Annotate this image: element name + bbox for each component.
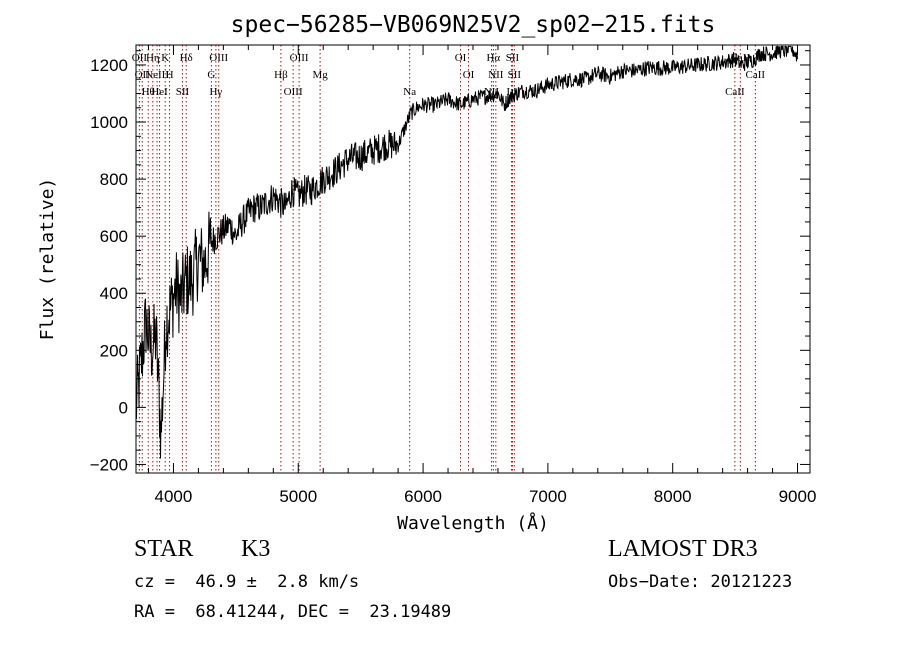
spectral-line-label: OII (135, 69, 151, 81)
x-tick-label: 6000 (404, 487, 442, 506)
spectral-line-label: Li (507, 86, 517, 98)
x-tick-label: 5000 (279, 487, 317, 506)
spectral-lines-layer (138, 45, 756, 473)
spectral-line-label: CaII (746, 69, 766, 81)
spectral-line-label: OIII (209, 52, 228, 64)
x-axis-label: Wavelength (Å) (397, 512, 549, 534)
spectral-line-label: Hθ (142, 86, 155, 98)
spectral-line-label: Na (403, 86, 416, 98)
spectral-line-label: OIII (290, 52, 309, 64)
y-tick-label: 400 (100, 284, 128, 303)
y-tick-label: 0 (119, 398, 128, 417)
spectral-line-label: OIII (284, 86, 303, 98)
series-layer (135, 45, 798, 459)
spectral-line-label: NII (488, 69, 504, 81)
spectral-line-label: OI (463, 69, 475, 81)
x-tick-label: 8000 (654, 487, 692, 506)
spectral-line-label: K (161, 52, 169, 64)
spectral-line-label: OII (132, 52, 148, 64)
y-tick-label: 200 (100, 341, 128, 360)
redshift-readout: cz = 46.9 ± 2.8 km/s (134, 572, 360, 592)
spectral-line-label: CaII (731, 52, 751, 64)
spectral-line-label: CaII (725, 86, 745, 98)
y-tick-label: 1000 (90, 113, 128, 132)
spectral-line-label: SII (508, 69, 522, 81)
spectral-line-label: Hδ (180, 52, 193, 64)
spectral-line-label: NeIII (145, 69, 169, 81)
spectral-line-label: Hα (486, 52, 500, 64)
spectral-line-label: OI (455, 52, 467, 64)
chart-title: spec−56285−VB069N25V2_sp02−215.fits (231, 12, 716, 38)
spectral-line-label: Hβ (274, 69, 288, 81)
object-class: STAR (134, 536, 194, 562)
spectral-line-label: NII (484, 86, 500, 98)
y-axis-label: Flux (relative) (37, 178, 58, 341)
spectral-line-label: HeI (151, 86, 168, 98)
spectral-line-label: SII (176, 86, 190, 98)
coordinates-readout: RA = 68.41244, DEC = 23.19489 (134, 602, 452, 622)
spectral-line-label: G (207, 69, 215, 81)
axis-ticks-layer: 4000 5000 6000 7000 8000 9000 −200 0 200 400 600 80… (90, 45, 817, 506)
survey-name: LAMOST DR3 (608, 536, 758, 562)
object-subclass: K3 (241, 536, 271, 562)
y-tick-label: 800 (100, 170, 128, 189)
x-tick-label: 9000 (779, 487, 817, 506)
spectrum-line (135, 45, 798, 459)
y-tick-label: −200 (90, 455, 128, 474)
line-labels-layer: OIIOIIHθHηNeIIIHeIKHSIIHδGHγOIIIHβOIIIOI… (132, 52, 766, 98)
x-tick-label: 7000 (529, 487, 567, 506)
spectral-line-label: SII (506, 52, 520, 64)
y-tick-label: 600 (100, 227, 128, 246)
spectral-line-label: Hγ (209, 86, 222, 98)
spectral-line-label: H (166, 69, 174, 81)
observation-date: Obs−Date: 20121223 (608, 572, 793, 592)
x-tick-label: 4000 (155, 487, 193, 506)
spectral-line-label: Mg (312, 69, 328, 81)
spectral-line-label: Hη (146, 52, 160, 64)
y-tick-label: 1200 (90, 56, 128, 75)
